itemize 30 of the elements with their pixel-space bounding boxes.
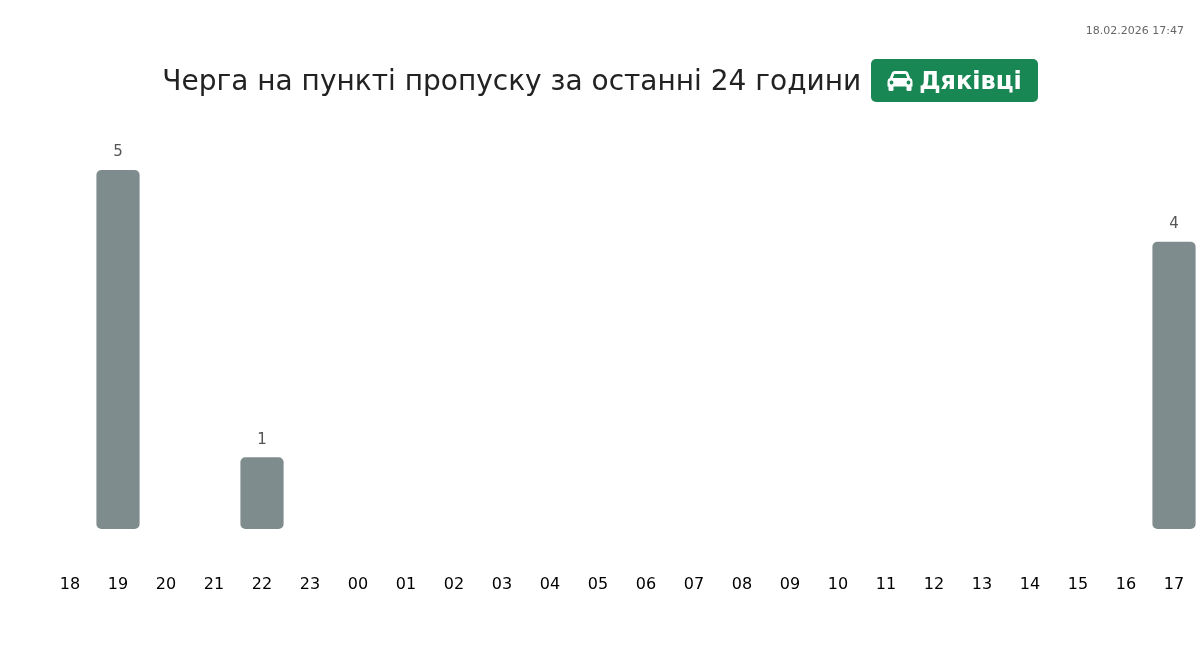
x-tick-label: 05	[587, 573, 609, 593]
x-tick-label: 08	[731, 573, 753, 593]
x-tick-label: 17	[1163, 573, 1185, 593]
text: 18.02.2026 17:47	[1085, 24, 1184, 37]
x-tick-label: 14	[1019, 573, 1041, 593]
x-tick-label: 00	[347, 573, 369, 593]
x-tick-label: 10	[827, 573, 849, 593]
x-tick-label: 09	[779, 573, 801, 593]
x-tick-label: 04	[539, 573, 561, 593]
x-tick-label: 01	[395, 573, 417, 593]
data-label: 1	[257, 429, 267, 448]
x-tick-label: 19	[107, 573, 129, 593]
x-tick-label: 13	[971, 573, 993, 593]
x-tick-label: 03	[491, 573, 513, 593]
x-tick-label: 16	[1115, 573, 1137, 593]
x-tick-label: 20	[155, 573, 177, 593]
x-tick-label: 21	[203, 573, 225, 593]
x-tick-label: 22	[251, 573, 273, 593]
x-tick-label: 15	[1067, 573, 1089, 593]
x-tick-label: 02	[443, 573, 465, 593]
x-tick-label: 07	[683, 573, 705, 593]
x-tick-label: 11	[875, 573, 897, 593]
x-tick-label: 18	[59, 573, 81, 593]
data-label: 4	[1169, 214, 1179, 233]
x-tick-label: 23	[299, 573, 321, 593]
chart-subtitle: Дяківці	[919, 66, 1022, 95]
chart-title: Черга на пункті пропуску за останні 24 години	[162, 64, 862, 97]
x-tick-label: 12	[923, 573, 945, 593]
data-label: 5	[113, 142, 123, 161]
x-tick-label: 06	[635, 573, 657, 593]
